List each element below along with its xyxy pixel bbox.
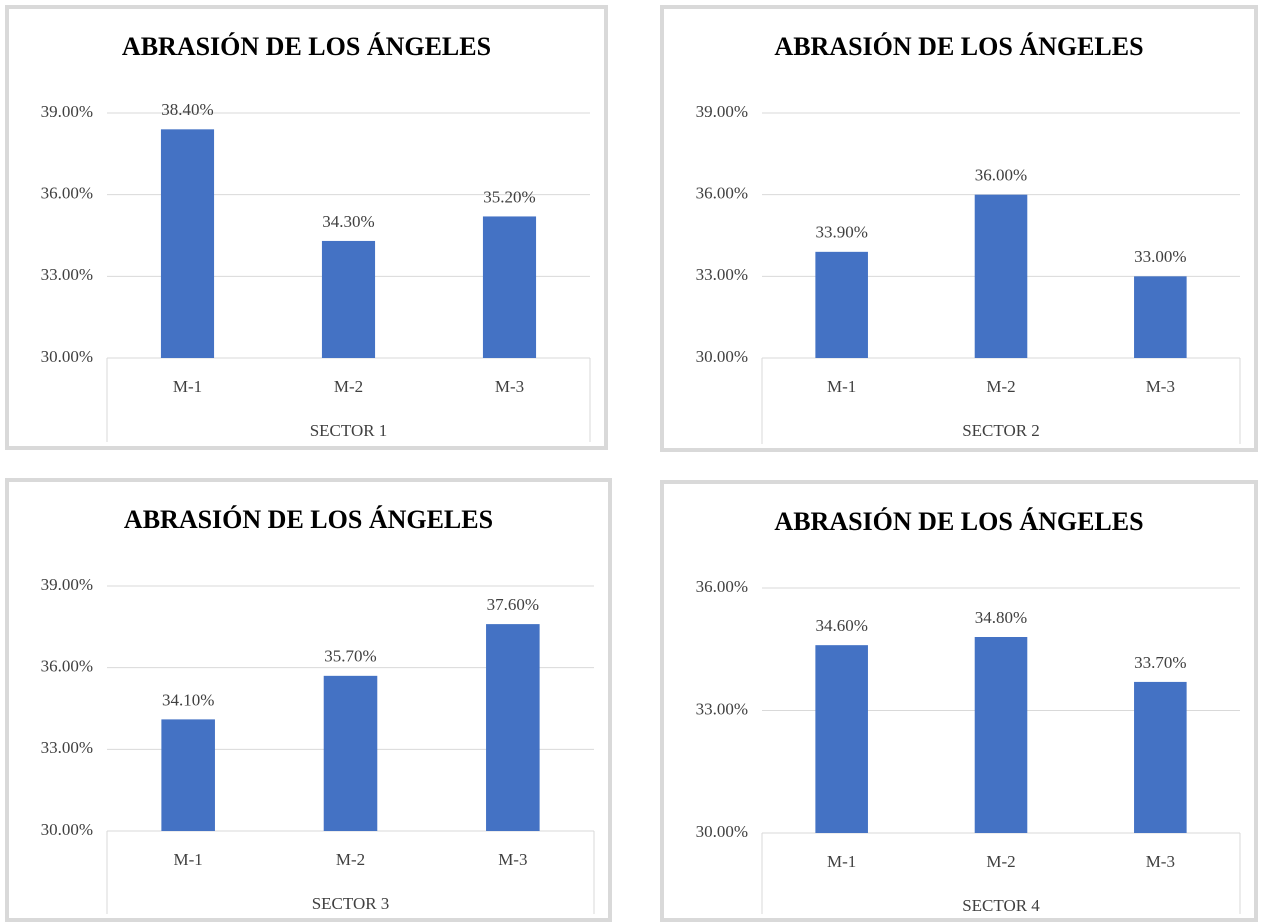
bar xyxy=(323,675,378,831)
chart: ABRASIÓN DE LOS ÁNGELES 30.00% 33.00% 36.00… xyxy=(5,5,608,450)
y-tick-label: 36.00% xyxy=(696,184,748,203)
bar xyxy=(974,637,1028,833)
bar xyxy=(321,240,376,358)
y-tick-label: 33.00% xyxy=(696,699,748,718)
x-axis-label: SECTOR 1 xyxy=(310,421,388,440)
chart: ABRASIÓN DE LOS ÁNGELES 30.00% 33.00% 36.00… xyxy=(5,478,612,922)
data-label: 35.20% xyxy=(483,187,535,206)
bar xyxy=(486,624,540,831)
y-tick-label: 30.00% xyxy=(41,820,93,839)
data-label: 37.60% xyxy=(487,595,539,614)
y-tick-label: 33.00% xyxy=(696,265,748,284)
x-tick-label: M-1 xyxy=(827,377,856,396)
x-axis-label: SECTOR 3 xyxy=(312,894,390,913)
x-tick-label: M-2 xyxy=(986,377,1015,396)
y-tick-label: 33.00% xyxy=(41,265,93,284)
y-tick-label: 30.00% xyxy=(696,347,748,366)
y-tick-label: 36.00% xyxy=(696,577,748,596)
data-label: 34.30% xyxy=(322,212,374,231)
chart-title: ABRASIÓN DE LOS ÁNGELES xyxy=(774,507,1143,536)
bar xyxy=(815,645,868,833)
data-label: 34.60% xyxy=(815,616,867,635)
data-label: 34.80% xyxy=(975,608,1027,627)
data-label: 36.00% xyxy=(975,166,1027,185)
y-tick-label: 30.00% xyxy=(696,822,748,841)
x-axis-label: SECTOR 4 xyxy=(962,896,1040,915)
x-tick-label: M-2 xyxy=(986,852,1015,871)
bar xyxy=(815,251,868,358)
x-axis-label: SECTOR 2 xyxy=(962,421,1040,440)
x-tick-label: M-3 xyxy=(498,850,527,869)
chart-frame xyxy=(660,5,1258,452)
data-label: 33.90% xyxy=(815,223,867,242)
x-tick-label: M-3 xyxy=(1146,852,1175,871)
bar xyxy=(974,194,1028,358)
chart-title: ABRASIÓN DE LOS ÁNGELES xyxy=(774,32,1143,61)
y-tick-label: 39.00% xyxy=(41,575,93,594)
bar xyxy=(1134,276,1187,358)
bar xyxy=(160,129,215,358)
x-tick-label: M-1 xyxy=(174,850,203,869)
x-tick-label: M-3 xyxy=(495,377,524,396)
x-tick-label: M-1 xyxy=(827,852,856,871)
x-tick-label: M-1 xyxy=(173,377,202,396)
chart-title: ABRASIÓN DE LOS ÁNGELES xyxy=(124,505,493,534)
bar xyxy=(482,216,537,358)
y-tick-label: 30.00% xyxy=(41,347,93,366)
data-label: 33.00% xyxy=(1134,247,1186,266)
data-label: 34.10% xyxy=(162,690,214,709)
chart-title: ABRASIÓN DE LOS ÁNGELES xyxy=(122,32,491,61)
x-tick-label: M-2 xyxy=(334,377,363,396)
data-label: 38.40% xyxy=(161,100,213,119)
chart: ABRASIÓN DE LOS ÁNGELES 30.00% 33.00% 36.00… xyxy=(660,5,1258,452)
chart: ABRASIÓN DE LOS ÁNGELES 30.00% 33.00% 36.00… xyxy=(660,480,1258,922)
x-tick-label: M-3 xyxy=(1146,377,1175,396)
bar xyxy=(161,719,215,831)
y-tick-label: 36.00% xyxy=(41,657,93,676)
data-label: 33.70% xyxy=(1134,653,1186,672)
data-label: 35.70% xyxy=(324,647,376,666)
x-tick-label: M-2 xyxy=(336,850,365,869)
y-tick-label: 39.00% xyxy=(41,102,93,121)
y-tick-label: 33.00% xyxy=(41,738,93,757)
y-tick-label: 39.00% xyxy=(696,102,748,121)
bar xyxy=(1134,681,1187,833)
y-tick-label: 36.00% xyxy=(41,184,93,203)
